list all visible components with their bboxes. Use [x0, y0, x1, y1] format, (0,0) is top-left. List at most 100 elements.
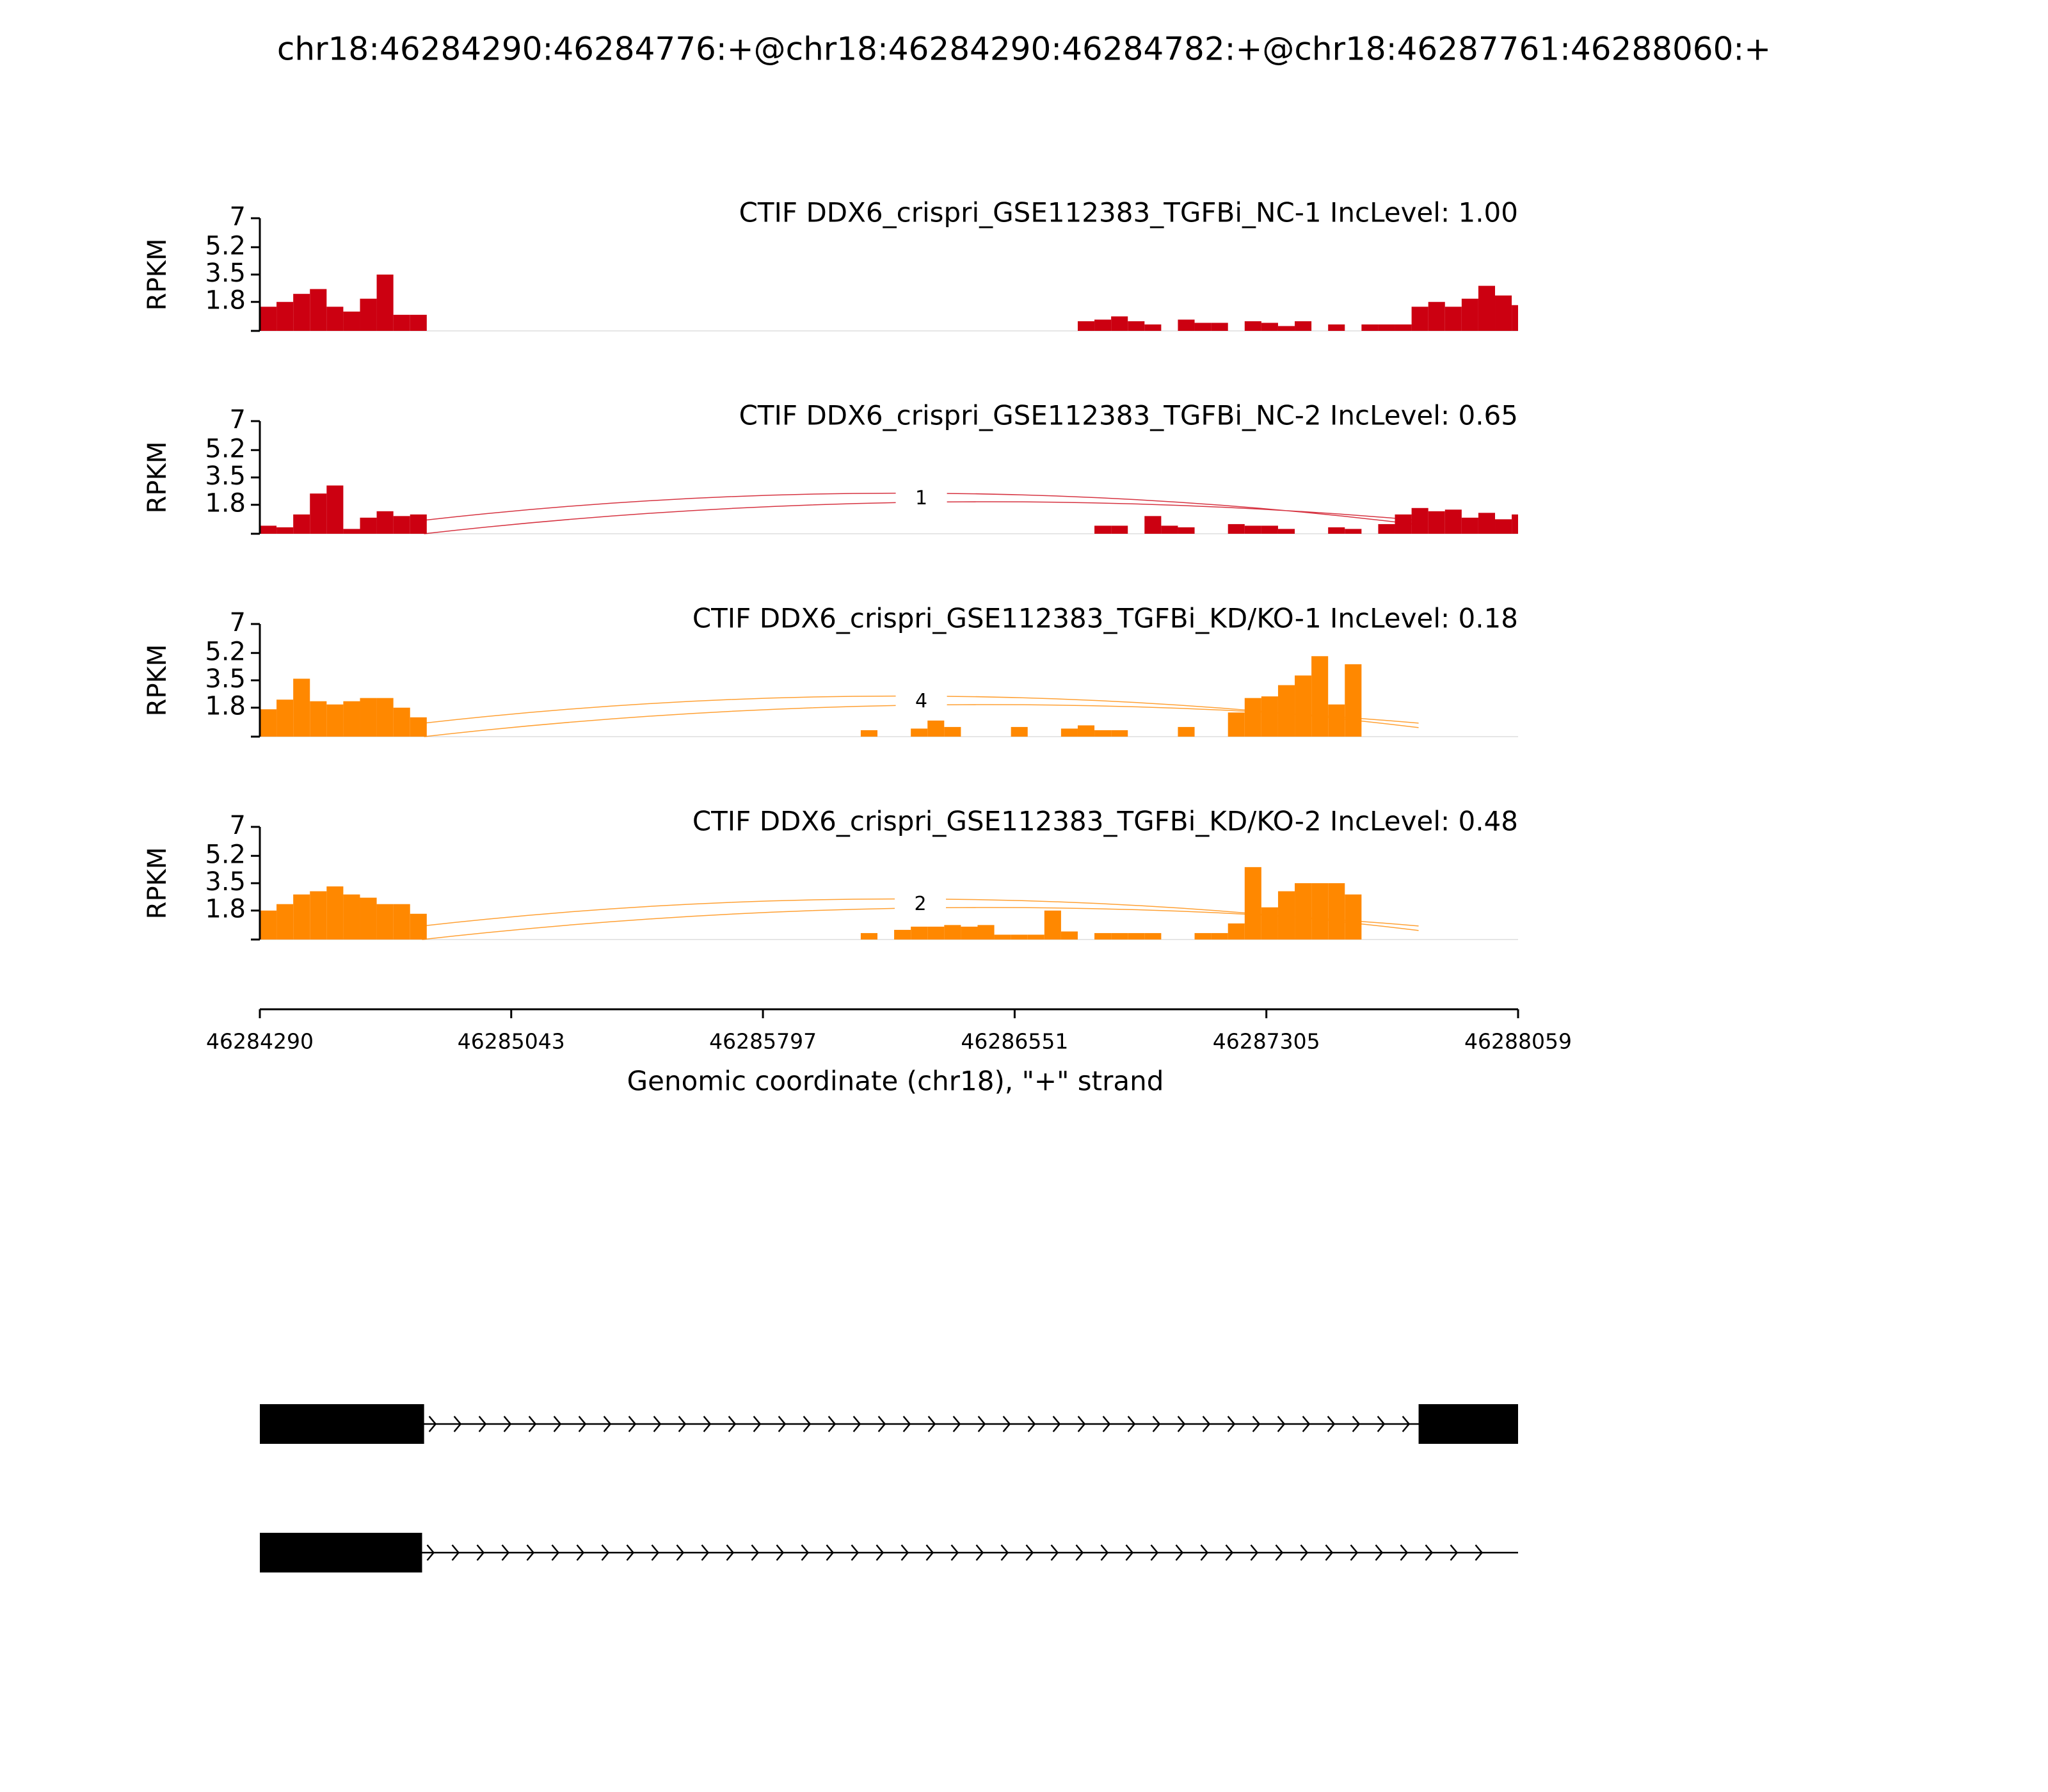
coverage-bar	[1128, 321, 1145, 331]
track-title: CTIF DDX6_crispri_GSE112383_TGFBi_NC-2 I…	[739, 400, 1518, 431]
chevron	[1200, 1544, 1209, 1561]
y-tick-label: 7	[230, 811, 246, 840]
coverage-bar	[1178, 319, 1195, 331]
coverage-bar	[1244, 321, 1261, 331]
coverage-bar	[1027, 934, 1044, 940]
coverage-bar	[944, 726, 961, 737]
coverage-bar	[1345, 529, 1362, 534]
coverage-bar	[1111, 730, 1128, 737]
coverage-bar	[1478, 513, 1496, 534]
chevron	[826, 1544, 835, 1561]
y-tick-label: 1.8	[205, 692, 246, 721]
coverage-bar	[1295, 675, 1312, 737]
y-tick-label: 3.5	[205, 664, 246, 694]
chevron	[1000, 1544, 1009, 1561]
coverage-bar	[393, 904, 410, 940]
coverage-bar	[1211, 323, 1228, 331]
coverage-bar	[1128, 932, 1145, 940]
coverage-bar	[1094, 319, 1112, 331]
chevron	[828, 1416, 836, 1432]
coverage-bar	[1378, 324, 1395, 331]
y-tick-label: 5.2	[205, 840, 246, 869]
chevron	[1302, 1416, 1311, 1432]
exon	[260, 1533, 422, 1572]
x-tick-label: 46287305	[1213, 1029, 1320, 1054]
chevron	[778, 1416, 787, 1432]
y-tick-label: 5.2	[205, 637, 246, 666]
chevron	[1027, 1416, 1036, 1432]
x-tick-label: 46285797	[709, 1029, 817, 1054]
coverage-bar	[1461, 517, 1478, 534]
chevron	[1175, 1544, 1184, 1561]
y-tick-label: 3.5	[205, 259, 246, 288]
chevron	[426, 1544, 435, 1561]
coverage-bar	[393, 707, 410, 737]
chevron	[952, 1416, 961, 1432]
chevron	[1450, 1544, 1459, 1561]
coverage-bar	[1361, 324, 1379, 331]
coverage-bar	[1461, 298, 1478, 331]
chevron	[1352, 1416, 1361, 1432]
chevron	[1127, 1416, 1136, 1432]
y-tick-label: 1.8	[205, 489, 246, 518]
chevron	[1325, 1544, 1334, 1561]
coverage-bar	[1512, 305, 1518, 331]
coverage-bar	[944, 925, 961, 940]
coverage-bar	[1111, 316, 1128, 331]
y-tick-label: 3.5	[205, 867, 246, 897]
chevron	[927, 1416, 936, 1432]
coverage-bar	[260, 307, 277, 331]
chevron	[900, 1544, 909, 1561]
coverage-bar	[961, 926, 978, 940]
chevron	[653, 1416, 662, 1432]
chart-title: chr18:46284290:46284776:+@chr18:46284290…	[277, 31, 1771, 68]
coverage-bar	[326, 485, 344, 534]
x-tick-label: 46284290	[206, 1029, 314, 1054]
chevron	[977, 1416, 986, 1432]
coverage-bar	[911, 926, 928, 940]
coverage-bar	[1144, 516, 1162, 534]
junction-label-bg	[895, 892, 947, 918]
coverage-bar	[1495, 295, 1512, 331]
coverage-bar	[1178, 527, 1195, 534]
chevron	[678, 1416, 687, 1432]
chevron	[1375, 1544, 1384, 1561]
junction-label: 2	[914, 893, 926, 915]
coverage-bar	[1428, 511, 1445, 534]
coverage-bar	[860, 730, 878, 737]
coverage-bar	[894, 929, 911, 940]
coverage-bar	[376, 511, 394, 534]
chevron	[1150, 1544, 1159, 1561]
coverage-bar	[1395, 324, 1412, 331]
coverage-bar	[1277, 326, 1295, 331]
coverage-bar	[310, 289, 327, 331]
coverage-bar	[410, 314, 427, 331]
coverage-bar	[1161, 525, 1178, 534]
coverage-bar	[293, 294, 310, 331]
coverage-bar	[1328, 324, 1345, 331]
y-axis-label: RPKM	[143, 644, 172, 717]
coverage-bar	[1295, 883, 1312, 940]
coverage-bar	[360, 298, 377, 331]
coverage-bar	[260, 910, 277, 940]
chevron	[1125, 1544, 1134, 1561]
coverage-bar	[276, 301, 294, 331]
coverage-bar	[276, 527, 294, 534]
coverage-bar	[1277, 891, 1295, 940]
coverage-bar	[376, 904, 394, 940]
chevron	[628, 1416, 637, 1432]
chevron	[1250, 1544, 1259, 1561]
coverage-bar	[276, 904, 294, 940]
coverage-bar	[1261, 696, 1278, 737]
coverage-bar	[1228, 923, 1245, 940]
coverage-bar	[1328, 883, 1345, 940]
coverage-bar	[376, 275, 394, 331]
chevron	[728, 1416, 737, 1432]
coverage-bar	[1328, 704, 1345, 737]
exon	[1418, 1404, 1518, 1444]
chevron	[526, 1544, 535, 1561]
coverage-bar	[343, 701, 360, 737]
y-tick-label: 7	[230, 202, 246, 232]
coverage-bar	[1495, 519, 1512, 534]
coverage-bar	[1261, 907, 1278, 940]
